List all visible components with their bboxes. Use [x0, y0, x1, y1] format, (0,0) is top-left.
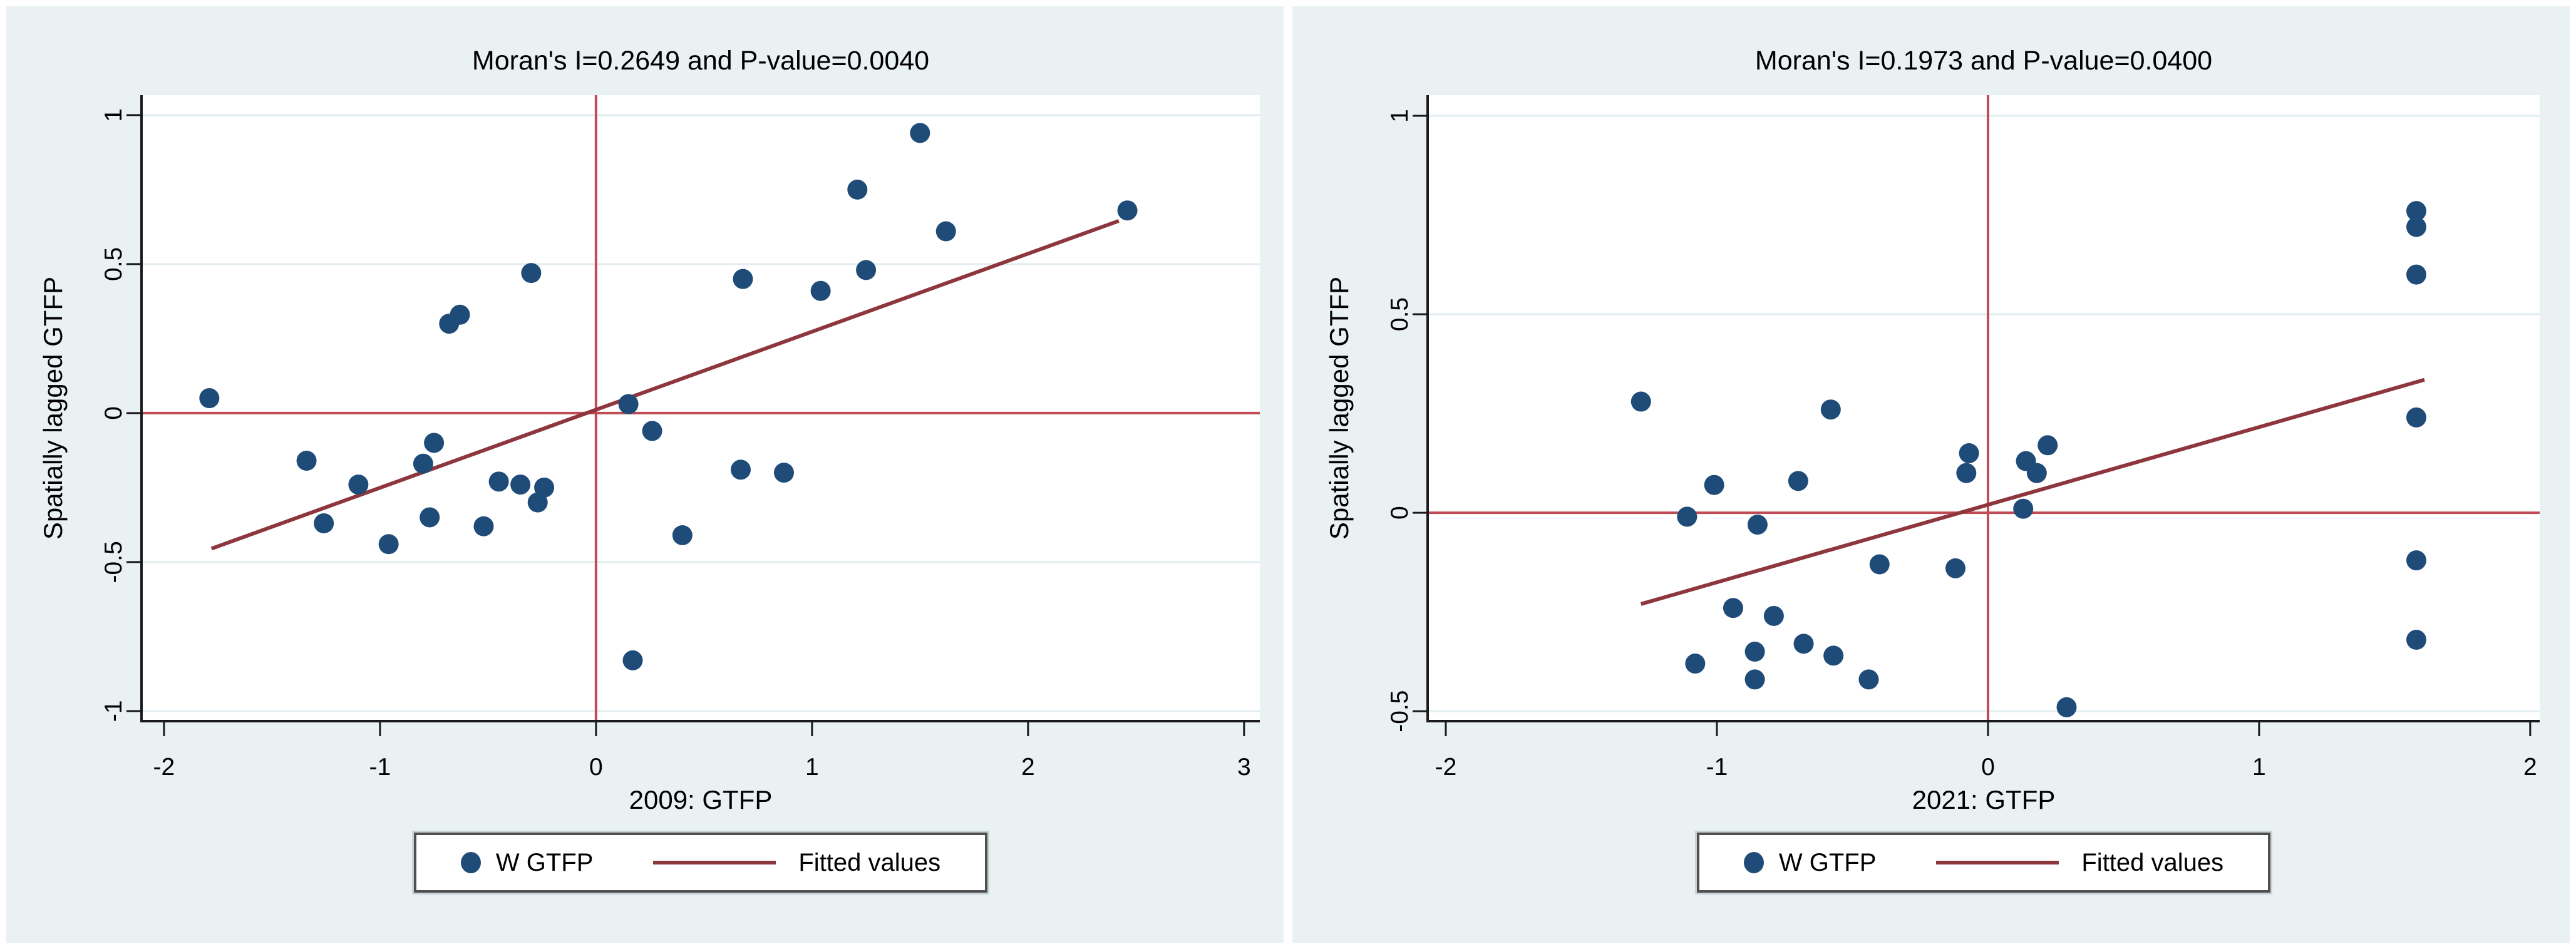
legend: W GTFP Fitted values — [414, 833, 987, 893]
x-tick-label: 1 — [2252, 754, 2266, 781]
y-tick-label: -1 — [100, 700, 127, 722]
x-tick-label: 3 — [1237, 754, 1251, 781]
plot-area — [142, 95, 1260, 721]
data-point — [199, 388, 220, 409]
data-point — [521, 263, 542, 284]
y-tick-label: 0.5 — [1386, 297, 1413, 331]
data-point — [450, 304, 470, 325]
data-point — [1723, 598, 1743, 618]
data-point — [773, 463, 794, 483]
x-axis-title: 2021: GTFP — [1912, 785, 2056, 814]
x-tick-label: 0 — [1981, 754, 1995, 781]
fitted-line — [1640, 377, 2425, 606]
data-point — [672, 525, 693, 545]
data-point — [1823, 645, 1844, 666]
data-point — [420, 507, 440, 528]
legend-label-scatter: W GTFP — [495, 848, 594, 876]
data-point — [1858, 669, 1879, 690]
x-tick-label: 1 — [805, 754, 819, 781]
y-tick-label: 0 — [1386, 506, 1413, 520]
data-point — [1704, 474, 1724, 495]
plot-area — [1428, 95, 2540, 721]
data-point — [1788, 471, 1808, 491]
data-point — [296, 451, 317, 471]
data-point — [1793, 634, 1814, 654]
data-point — [1677, 506, 1698, 527]
data-point — [2406, 264, 2427, 285]
y-tick-label: -0.5 — [100, 541, 127, 583]
right-chart-panel: Moran's I=0.1973 and P-value=0.0400 Spat… — [1292, 6, 2570, 943]
scatter-plot: -2 -1 0 1 2 3 -1 -0.5 0 0.5 1 — [100, 95, 1260, 781]
data-point — [2406, 217, 2427, 237]
data-point — [847, 179, 868, 200]
x-tick-label: 0 — [589, 754, 603, 781]
y-tick-label: -0.5 — [1386, 690, 1413, 732]
x-tick-label: -1 — [369, 754, 391, 781]
legend: W GTFP Fitted values — [1697, 833, 2270, 893]
chart-title: Moran's I=0.2649 and P-value=0.0040 — [471, 46, 930, 76]
legend-label-fitted: Fitted values — [2081, 848, 2224, 876]
data-point — [2013, 498, 2034, 519]
data-point — [618, 394, 639, 414]
data-point — [1956, 463, 1977, 483]
data-point — [1685, 654, 1706, 674]
x-tick-label: -2 — [153, 754, 175, 781]
data-point — [733, 269, 753, 289]
x-tick-label: 2 — [1021, 754, 1035, 781]
data-point — [1747, 515, 1768, 535]
data-point — [2406, 201, 2427, 222]
data-point — [642, 421, 662, 441]
data-point — [314, 513, 334, 533]
data-point — [622, 650, 643, 670]
left-chart-panel: Moran's I=0.2649 and P-value=0.0040 Spat… — [6, 6, 1284, 943]
data-point — [2406, 407, 2427, 428]
data-point — [856, 260, 877, 280]
data-point — [2038, 435, 2058, 456]
data-point — [424, 433, 445, 453]
data-point — [378, 534, 399, 555]
data-point — [1744, 669, 1765, 690]
fitted-line-icon — [653, 861, 776, 864]
data-point — [2406, 550, 2427, 571]
data-point — [1117, 200, 1138, 221]
data-point — [348, 474, 369, 495]
data-point — [910, 123, 930, 143]
data-point — [488, 471, 509, 492]
fitted-line-icon — [1936, 861, 2059, 864]
data-point — [473, 516, 494, 536]
data-point — [1744, 642, 1765, 662]
y-tick-label: 0.5 — [100, 247, 127, 281]
legend-label-fitted: Fitted values — [798, 848, 941, 876]
data-point — [1763, 605, 1784, 626]
legend-label-scatter: W GTFP — [1778, 848, 1877, 876]
data-point — [1820, 399, 1841, 420]
scatter-marker-icon — [460, 852, 481, 873]
data-point — [1959, 443, 1979, 463]
scatter-marker-icon — [1743, 852, 1764, 873]
data-point — [935, 221, 956, 242]
chart-title: Moran's I=0.1973 and P-value=0.0400 — [1754, 46, 2213, 76]
data-point — [1869, 554, 1890, 575]
data-point — [1631, 391, 1651, 412]
data-point — [810, 280, 831, 301]
x-tick-label: 2 — [2523, 754, 2537, 781]
data-point — [413, 453, 433, 474]
x-tick-label: -2 — [1435, 754, 1457, 781]
x-tick-label: -1 — [1706, 754, 1728, 781]
data-point — [2026, 463, 2047, 483]
data-point — [730, 459, 751, 480]
data-point — [1945, 558, 1965, 578]
data-point — [534, 477, 555, 498]
scatter-plot: -2 -1 0 1 2 -0.5 0 0.5 1 — [1386, 95, 2540, 781]
y-tick-label: 1 — [1386, 109, 1413, 123]
fitted-line — [210, 219, 1120, 551]
x-axis-title: 2009: GTFP — [629, 785, 773, 814]
data-point — [2056, 697, 2077, 717]
y-tick-label: 0 — [100, 406, 127, 420]
y-tick-label: 1 — [100, 108, 127, 122]
data-point — [2406, 630, 2427, 650]
data-point — [510, 474, 531, 495]
